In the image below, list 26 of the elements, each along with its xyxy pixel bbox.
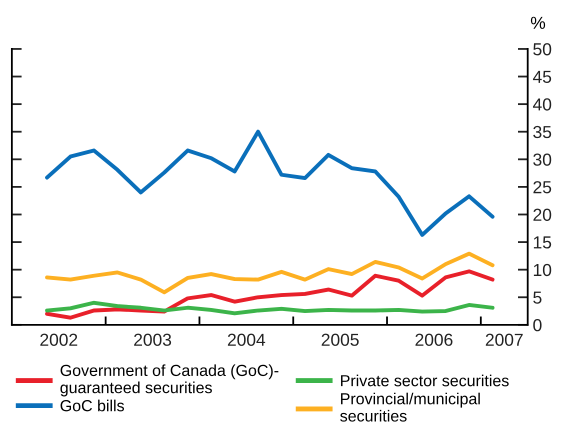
y-tick-label: 0 [533, 319, 542, 332]
x-tick-label: 2007 [486, 334, 523, 346]
y-tick-label: 35 [533, 126, 552, 138]
y-tick-label: 20 [533, 208, 552, 221]
y-tick-label: 15 [534, 236, 552, 249]
line-series [45, 300, 494, 316]
y-tick-label: 40 [532, 98, 552, 111]
y-axis-title: % [530, 16, 546, 29]
x-tick-label: 2002 [40, 334, 78, 346]
legend-label: GoC bills [60, 400, 124, 412]
x-tick-label: 2004 [228, 334, 266, 346]
y-tick-label: 25 [533, 181, 552, 194]
line-series [45, 130, 494, 237]
line-series [45, 252, 494, 294]
legend-label: Provincial/municipal securities [340, 392, 480, 422]
x-tick-label: 2006 [415, 334, 452, 346]
x-tick-label: 2003 [134, 334, 172, 346]
y-tick-label: 5 [533, 292, 542, 304]
line-series [45, 269, 494, 320]
legend-label: Private sector securities [341, 374, 509, 386]
y-tick-label: 50 [533, 43, 552, 56]
x-tick-label: 2005 [322, 334, 359, 346]
y-tick-label: 30 [533, 153, 552, 166]
y-tick-label: 10 [534, 264, 552, 276]
legend-label: Government of Canada (GoC)- guaranteed securities [60, 364, 278, 396]
y-tick-label: 45 [532, 70, 552, 83]
